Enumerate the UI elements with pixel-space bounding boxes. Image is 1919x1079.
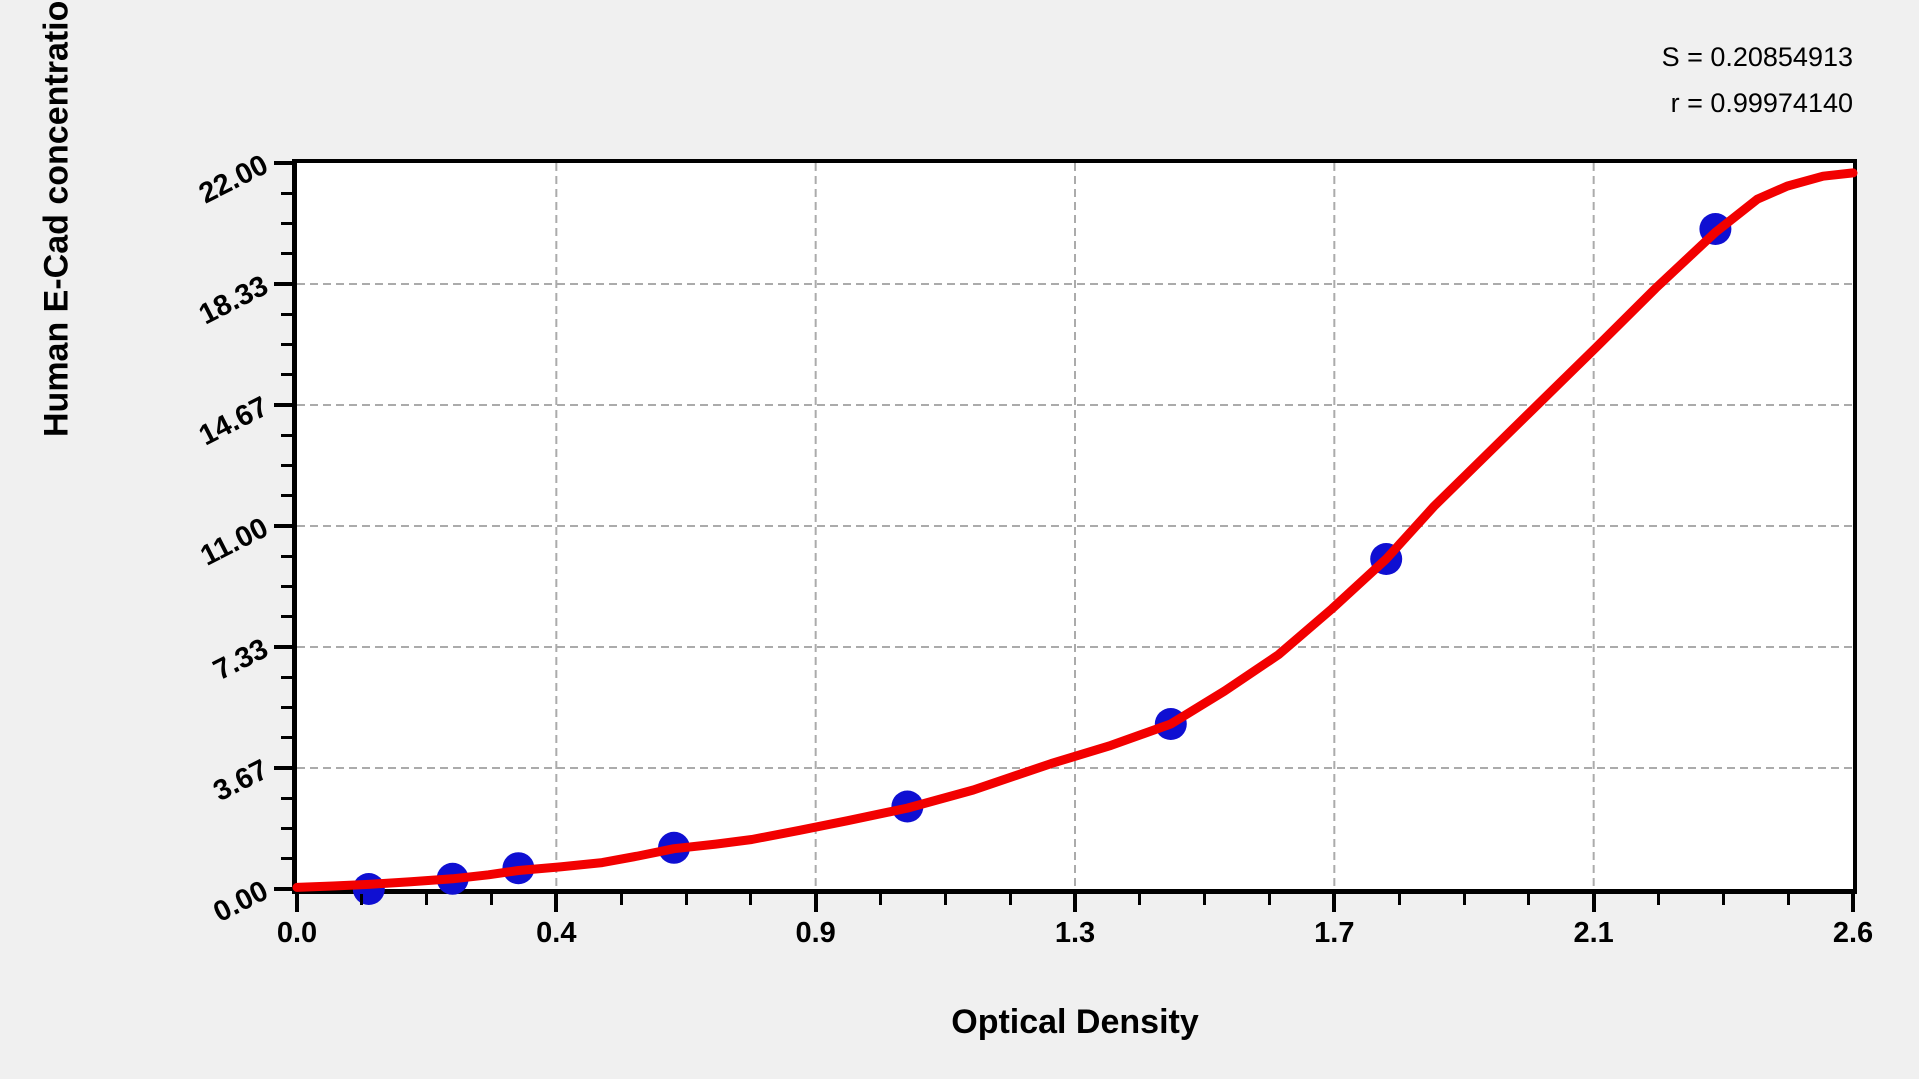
y-axis-tick-major (274, 524, 292, 528)
x-axis-tick-minor (1721, 894, 1725, 905)
x-axis-tick-minor (425, 894, 429, 905)
x-axis-title: Optical Density (951, 1003, 1199, 1041)
y-axis-tick-minor (281, 554, 292, 558)
x-axis-tick-minor (1008, 894, 1012, 905)
x-axis-tick-major (813, 894, 818, 912)
x-axis-tick-label: 1.7 (1314, 917, 1355, 949)
x-axis-tick-minor (489, 894, 493, 905)
y-axis-tick-minor (281, 252, 292, 256)
x-axis-tick-minor (1657, 894, 1660, 905)
s-value-label: S = 0.20854913 (1661, 42, 1853, 72)
y-axis-tick-minor (281, 736, 292, 740)
x-axis-tick-minor (1462, 894, 1466, 905)
y-axis-tick-label: 7.33 (208, 632, 274, 687)
x-axis-tick-minor (1786, 894, 1790, 905)
x-axis-tick-label: 1.3 (1054, 917, 1096, 949)
x-axis-tick-minor (619, 894, 623, 905)
x-axis-tick-minor (879, 894, 882, 905)
x-axis-tick-minor (1267, 894, 1271, 905)
y-axis-tick-minor (281, 857, 292, 861)
y-axis-tick-minor (281, 706, 292, 709)
x-axis-tick-major (1332, 894, 1337, 912)
y-axis-tick-label: 0.00 (208, 874, 274, 929)
y-axis-tick-minor (281, 191, 292, 195)
x-axis-tick-minor (1138, 894, 1142, 905)
y-axis-tick-major (274, 887, 292, 891)
r-value-label: r = 0.99974140 (1670, 88, 1853, 118)
x-axis-tick-major (554, 894, 559, 912)
y-axis-tick-major (274, 161, 292, 165)
y-axis-tick-major (274, 765, 292, 770)
y-axis-tick-label: 3.67 (208, 753, 274, 808)
y-axis-tick-minor (281, 585, 292, 588)
x-axis-tick-minor (943, 894, 947, 905)
chart-canvas (292, 163, 1858, 905)
x-axis-tick-label: 0.4 (536, 917, 577, 949)
y-axis-tick-major (274, 282, 292, 286)
fit-curve (292, 168, 1858, 892)
fit-statistics: S = 0.20854913 r = 0.99974140 (1662, 34, 1853, 126)
x-axis-tick-label: 2.6 (1832, 917, 1874, 949)
y-axis-tick-label: 11.00 (195, 511, 274, 573)
y-axis-tick-major (274, 645, 292, 649)
x-axis-tick-major (295, 894, 299, 912)
x-axis-tick-minor (1397, 894, 1401, 905)
x-axis-tick-minor (360, 894, 364, 905)
x-axis-tick-minor (749, 894, 753, 905)
x-axis-tick-minor (1203, 894, 1207, 905)
y-axis-tick-minor (281, 343, 292, 346)
x-axis-tick-major (1591, 894, 1596, 912)
x-axis-tick-major (1851, 894, 1855, 912)
y-axis-tick-label: 18.33 (194, 269, 274, 332)
x-axis-tick-major (1073, 894, 1077, 912)
y-axis-tick-minor (281, 222, 292, 225)
x-axis-tick-label: 0.0 (276, 917, 318, 949)
y-axis-tick-minor (281, 463, 292, 467)
y-axis-tick-minor (281, 312, 292, 316)
y-axis-tick-minor (281, 373, 292, 377)
y-axis-tick-label: 22.00 (194, 148, 274, 211)
y-axis-tick-label: 14.67 (194, 390, 274, 453)
y-axis-tick-minor (281, 433, 292, 437)
x-axis-tick-label: 2.1 (1573, 917, 1614, 949)
y-axis-tick-minor (281, 615, 292, 619)
y-axis-tick-minor (281, 494, 292, 498)
y-axis-tick-minor (281, 796, 292, 800)
x-axis-tick-label: 0.9 (795, 917, 836, 949)
plot-area (292, 159, 1858, 905)
y-axis-tick-minor (281, 675, 292, 679)
x-axis-tick-minor (684, 894, 688, 905)
y-axis-tick-minor (281, 826, 292, 830)
x-axis-tick-minor (1527, 894, 1531, 905)
y-axis-tick-major (274, 402, 292, 407)
